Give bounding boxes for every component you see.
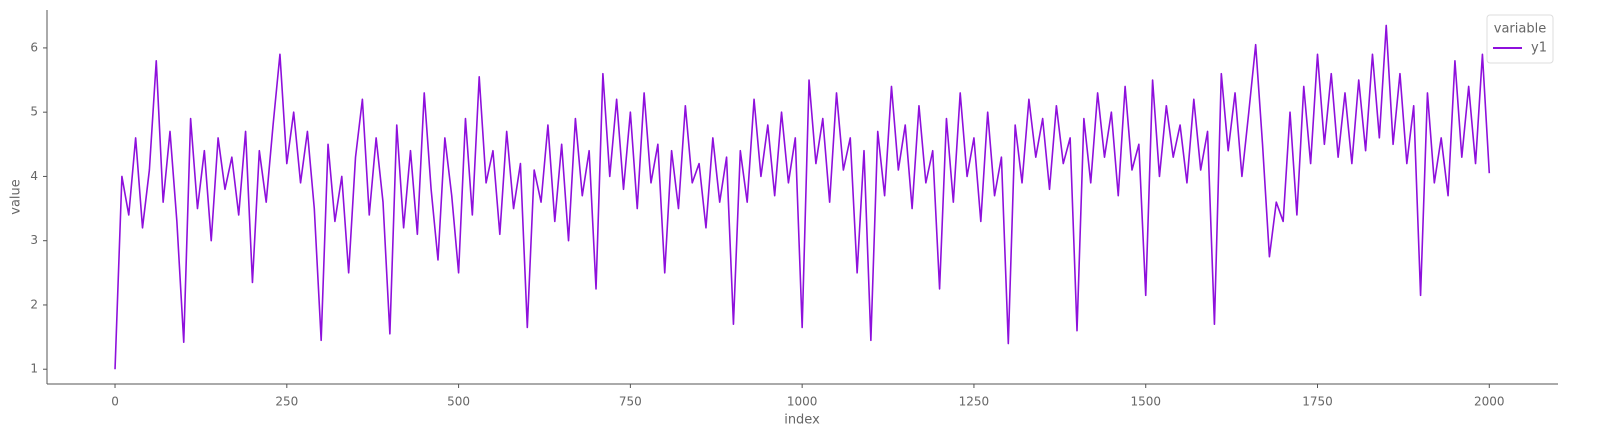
y-tick-label: 2 — [30, 297, 38, 311]
x-axis-label: index — [784, 413, 820, 428]
x-tick-label: 0 — [111, 395, 119, 409]
legend-title: variable — [1494, 22, 1546, 37]
x-tick-label: 750 — [619, 395, 642, 409]
y-tick-label: 3 — [30, 233, 38, 247]
legend-label: y1 — [1531, 41, 1547, 56]
y-tick-label: 1 — [30, 362, 38, 376]
x-tick-label: 1000 — [787, 395, 818, 409]
legend-box — [1486, 14, 1554, 64]
y-tick-label: 5 — [30, 105, 38, 119]
x-tick-label: 1500 — [1130, 395, 1161, 409]
x-tick-label: 250 — [275, 395, 298, 409]
x-tick-label: 500 — [447, 395, 470, 409]
y-tick-label: 6 — [30, 40, 38, 54]
x-tick-label: 1250 — [959, 395, 990, 409]
y-tick-label: 4 — [30, 169, 38, 183]
x-tick-label: 2000 — [1474, 395, 1505, 409]
line — [114, 24, 1491, 370]
y-axis-label: value — [9, 179, 24, 215]
x-tick-label: 1750 — [1302, 395, 1333, 409]
